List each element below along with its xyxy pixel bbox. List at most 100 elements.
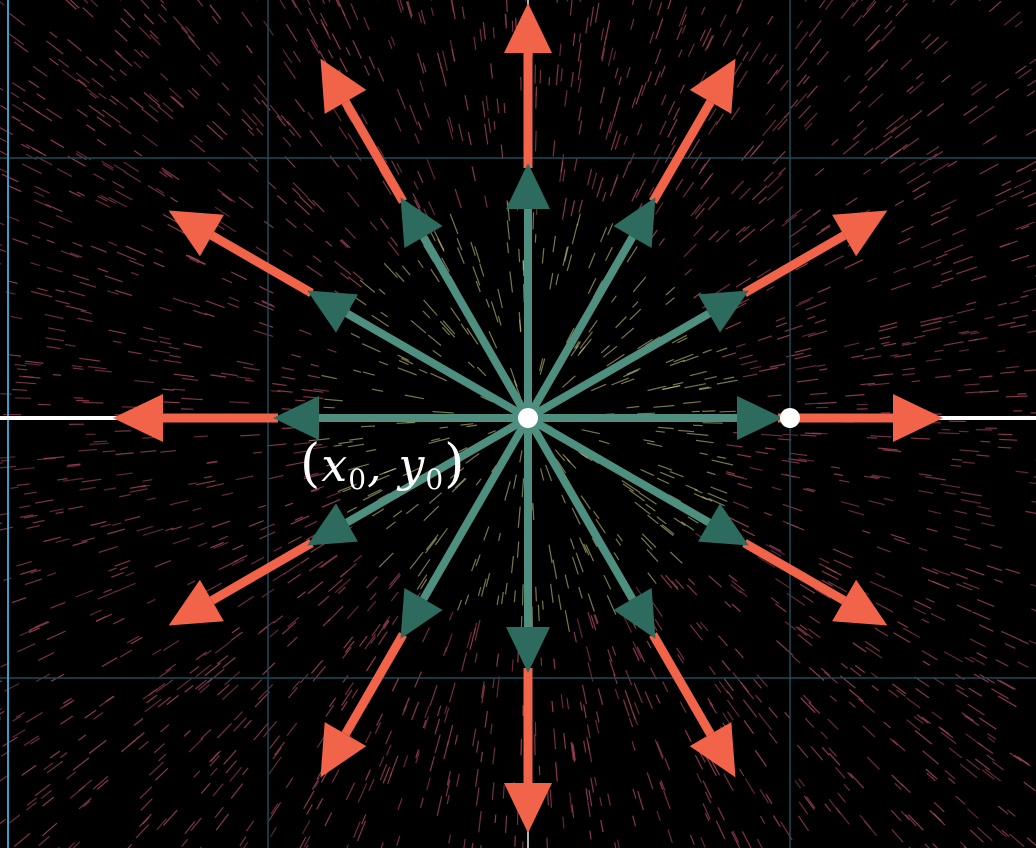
field-line: [253, 329, 274, 337]
field-line: [364, 769, 371, 781]
field-line: [952, 535, 967, 541]
field-line: [711, 459, 734, 466]
field-line: [564, 246, 569, 262]
field-line: [984, 316, 995, 320]
inner-arrow-shaft: [420, 235, 532, 420]
field-line: [475, 787, 480, 806]
field-line: [42, 822, 58, 837]
field-line: [550, 583, 554, 603]
inner-arrow: [506, 163, 550, 418]
field-line: [809, 615, 820, 624]
field-line: [390, 236, 398, 247]
outer-arrow: [320, 58, 407, 204]
field-line: [306, 28, 319, 48]
field-line: [480, 751, 483, 762]
field-line: [172, 537, 190, 545]
field-line: [82, 800, 91, 808]
field-line: [206, 483, 225, 488]
field-line: [24, 578, 42, 586]
field-line: [472, 728, 477, 747]
field-line: [31, 234, 41, 239]
field-line: [55, 289, 65, 293]
field-line: [487, 118, 491, 133]
field-line: [557, 594, 562, 611]
field-line: [398, 359, 409, 366]
field-line: [230, 631, 243, 642]
field-line: [0, 168, 8, 173]
field-line: [578, 78, 582, 93]
field-line: [769, 544, 782, 552]
field-line: [763, 171, 774, 182]
inner-arrow-shaft: [420, 416, 532, 601]
field-line: [724, 600, 732, 608]
field-line: [391, 160, 400, 176]
field-line: [292, 50, 301, 63]
field-line: [116, 472, 133, 476]
outer-arrow: [649, 632, 736, 778]
field-line: [667, 0, 672, 10]
field-line: [647, 572, 657, 584]
field-line: [798, 296, 814, 304]
field-line: [679, 84, 685, 94]
field-line: [16, 561, 32, 567]
field-line: [78, 734, 87, 741]
field-line: [704, 376, 717, 380]
field-line: [930, 612, 946, 621]
field-line: [696, 622, 703, 630]
field-line: [562, 168, 566, 182]
field-line: [662, 681, 669, 693]
field-line: [601, 48, 606, 62]
field-line: [88, 739, 107, 754]
outer-arrow: [168, 539, 314, 626]
field-line: [701, 27, 712, 47]
field-line: [119, 649, 133, 658]
field-line: [157, 696, 172, 708]
field-line: [552, 140, 556, 157]
field-line: [139, 786, 153, 799]
field-line: [231, 558, 245, 567]
field-line: [493, 121, 496, 130]
field-line: [799, 583, 816, 594]
field-line: [173, 373, 195, 378]
field-line: [795, 299, 811, 307]
field-line: [580, 495, 591, 510]
field-line: [285, 218, 297, 229]
field-line: [754, 749, 767, 767]
field-line: [549, 272, 554, 290]
field-line: [387, 241, 400, 256]
field-line: [0, 462, 3, 464]
field-line: [702, 422, 723, 424]
field-line: [292, 187, 301, 196]
field-line: [163, 359, 182, 364]
field-line: [902, 137, 920, 151]
field-line: [320, 555, 338, 568]
field-line: [510, 368, 518, 387]
field-line: [423, 299, 438, 316]
field-line: [40, 789, 52, 800]
field-line: [888, 689, 899, 698]
field-line: [849, 667, 862, 677]
outer-arrow-head: [320, 58, 367, 114]
field-line: [12, 729, 26, 739]
field-line: [578, 33, 581, 43]
field-line: [726, 471, 736, 475]
field-line: [310, 659, 324, 674]
field-line: [114, 49, 122, 57]
field-line: [689, 624, 703, 641]
field-line: [513, 590, 516, 603]
field-line: [143, 528, 164, 536]
field-line: [889, 737, 898, 746]
field-line: [551, 700, 554, 713]
field-line: [863, 820, 878, 837]
field-line: [158, 668, 172, 678]
field-line: [851, 354, 864, 359]
field-line: [148, 104, 159, 113]
field-line: [812, 209, 821, 216]
field-line: [46, 108, 63, 120]
field-line: [382, 180, 392, 195]
field-line: [687, 43, 695, 57]
field-line: [996, 199, 1007, 205]
field-line: [66, 771, 76, 780]
field-line: [944, 491, 957, 495]
field-line: [979, 375, 993, 378]
